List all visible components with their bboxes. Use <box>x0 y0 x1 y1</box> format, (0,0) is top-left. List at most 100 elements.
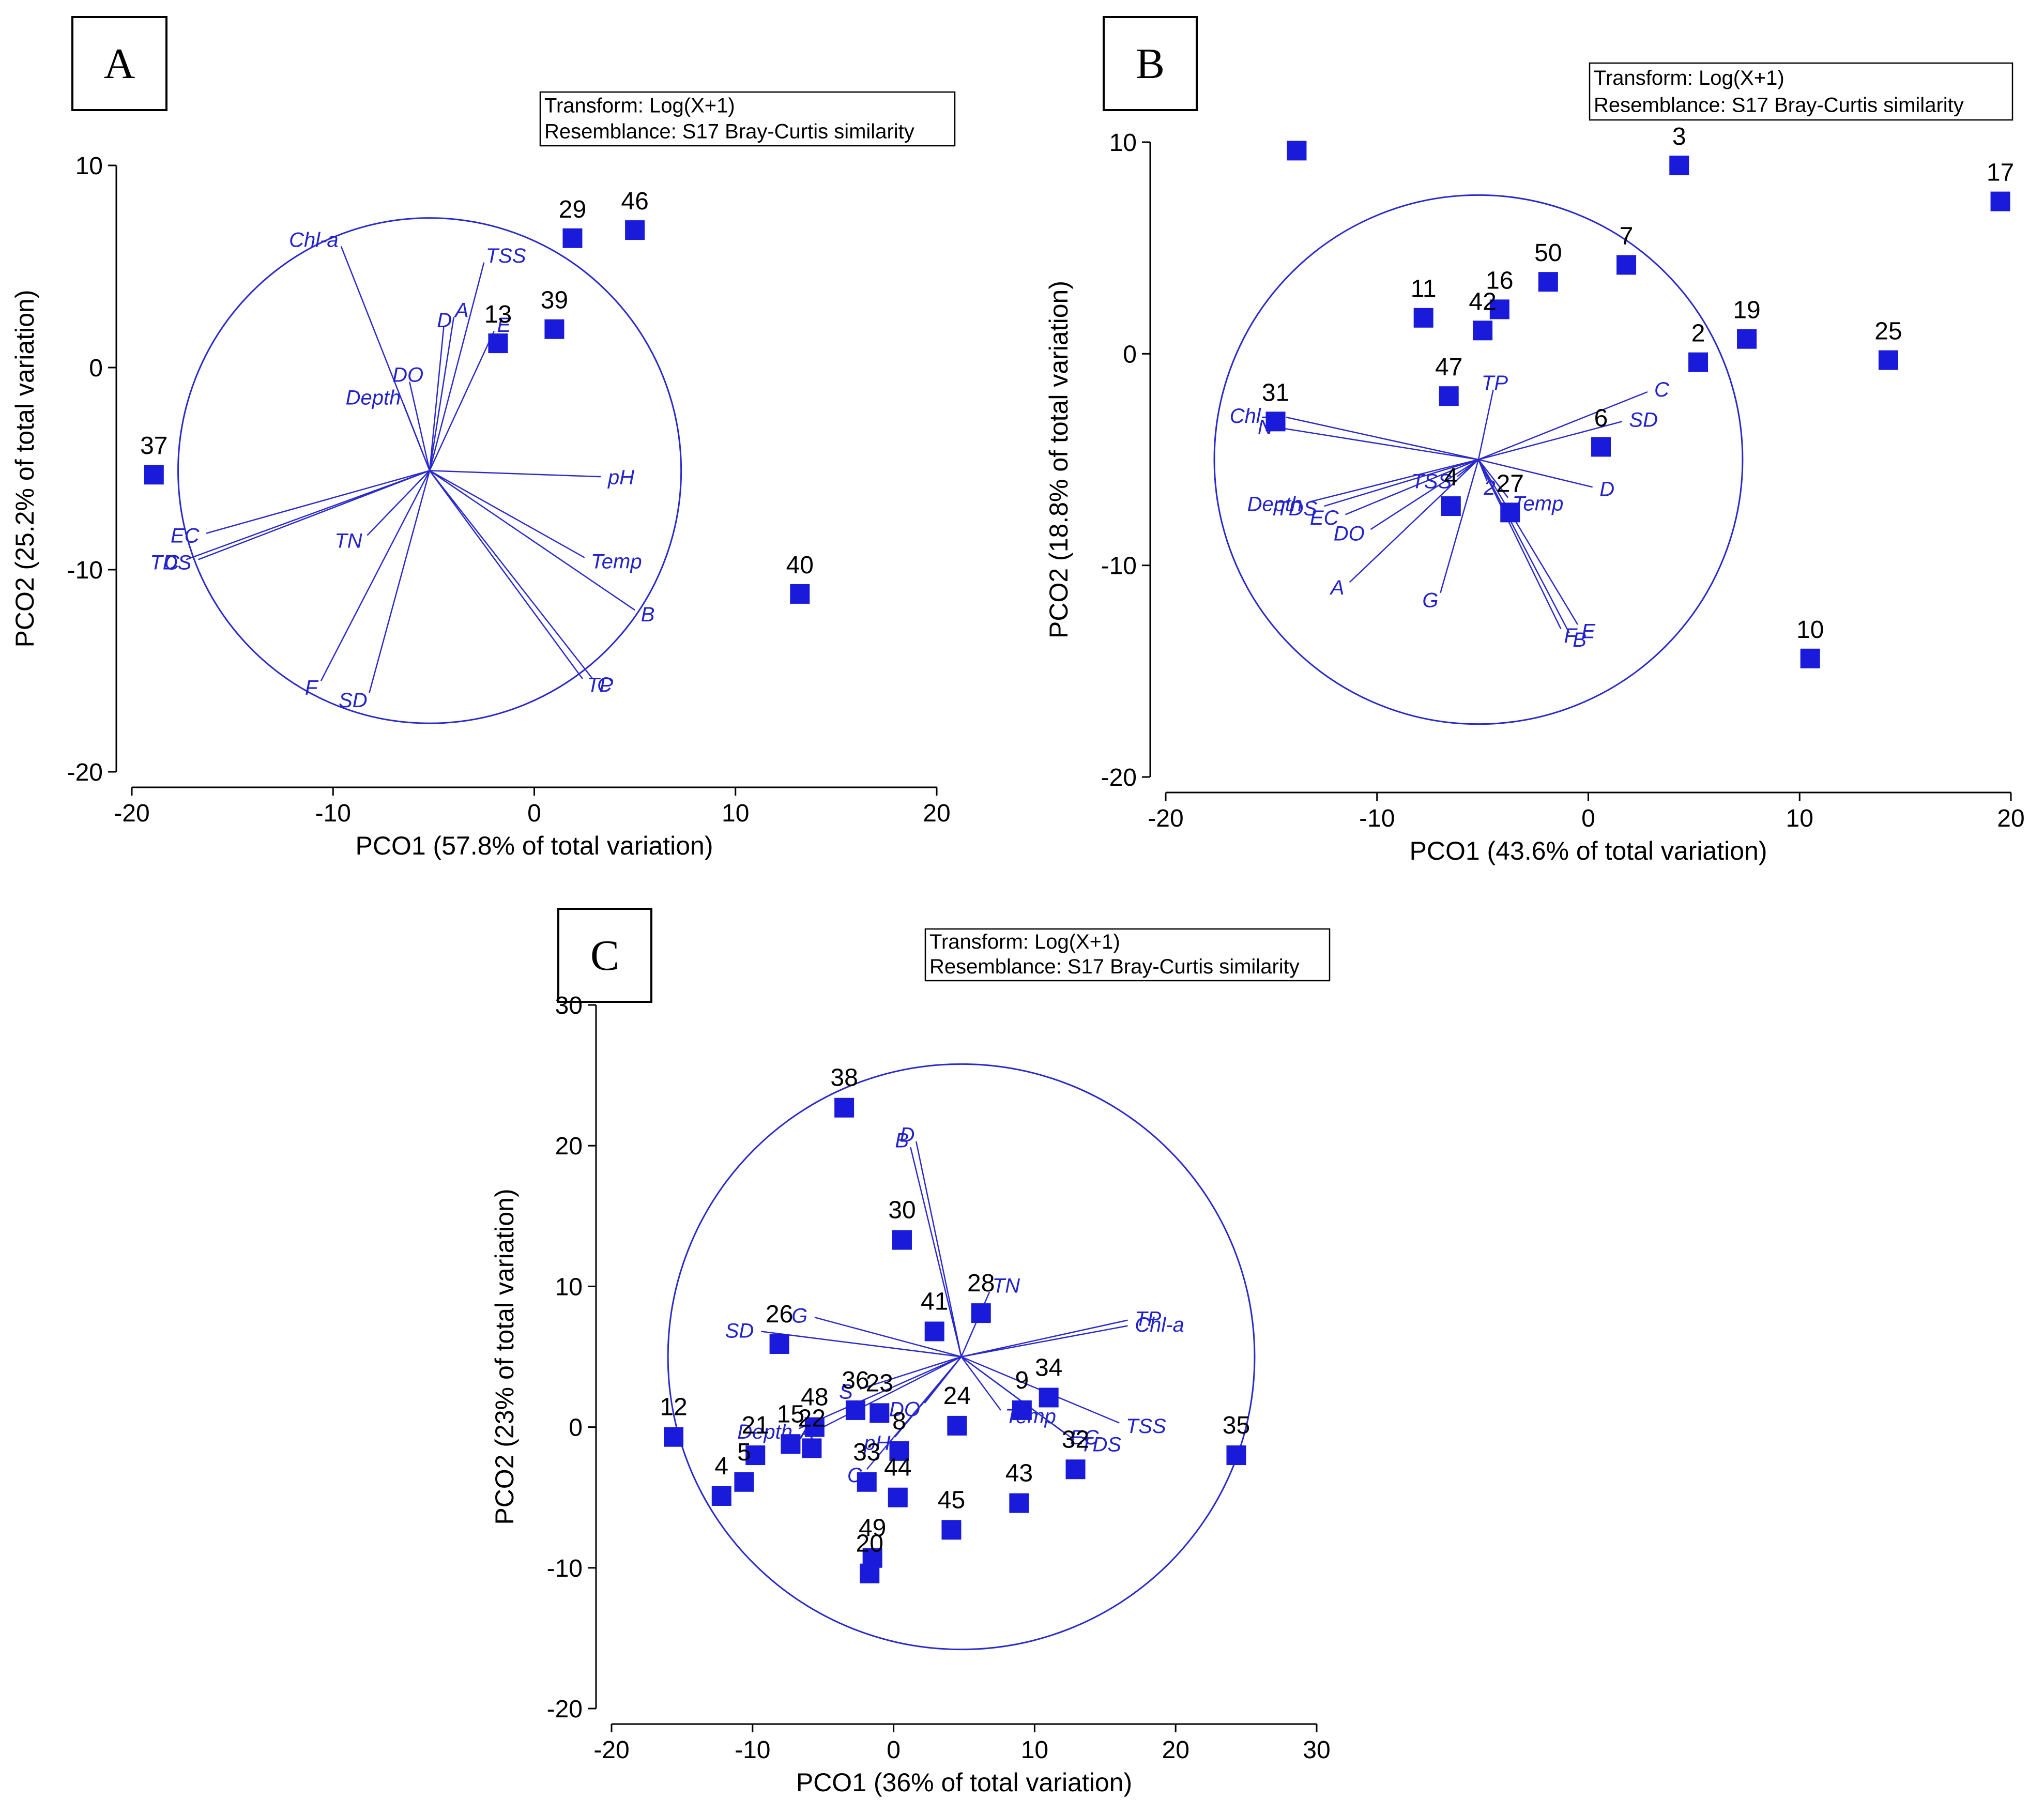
panel-b-y-tick-label: 10 <box>1109 129 1137 157</box>
panel-a-x-tick-label: 10 <box>722 800 749 827</box>
panel-c-point-label: 22 <box>798 1405 826 1432</box>
panel-a-chart: A Transform: Log(X+1) Resemblance: S17 Bra… <box>10 16 956 860</box>
panel-c-vector-label: TN <box>993 1274 1020 1297</box>
panel-c-x-tick-label: 10 <box>1021 1736 1048 1764</box>
panel-c-x-tick-label: -20 <box>593 1736 629 1764</box>
panel-b-data-point <box>1441 496 1461 516</box>
panel-b-point-label: 4 <box>1444 464 1458 491</box>
panel-a-vector-line <box>367 470 430 536</box>
panel-a-vector-line <box>206 470 430 534</box>
panel-a-vector-label: Chl-a <box>289 228 339 251</box>
panel-c-correlation-circle <box>667 1063 1256 1651</box>
panel-c-x-tick-label: 30 <box>1303 1736 1330 1764</box>
panel-b-point-label: 31 <box>1262 379 1289 406</box>
panel-c-data-point <box>860 1563 880 1583</box>
panel-c-data-point <box>802 1438 822 1458</box>
panel-c-data-point <box>870 1403 890 1423</box>
panel-c-transform-text: Transform: Log(X+1) <box>929 931 1120 953</box>
panel-c-vector-line <box>799 1356 962 1429</box>
panel-b-vector-line <box>1477 389 1494 460</box>
panel-a-letter-box <box>71 16 167 111</box>
panel-c-x-tick-label: 20 <box>1162 1736 1189 1764</box>
panel-c-vector-label: B <box>895 1129 909 1152</box>
panel-b-data-point <box>1500 502 1520 523</box>
panel-a-vector-line <box>430 470 601 478</box>
panel-c-data-point <box>971 1303 991 1323</box>
panel-b-vector-line <box>1477 459 1570 634</box>
panel-c-data-point <box>781 1434 801 1454</box>
panel-c-point-label: 30 <box>888 1197 916 1224</box>
panel-a-vector-label: DO <box>392 364 423 387</box>
panel-c-data-point <box>1012 1400 1032 1420</box>
panel-c-vector-line <box>820 1356 962 1429</box>
panel-a-correlation-circle <box>177 217 682 724</box>
panel-a-vector-line <box>320 470 431 681</box>
panel-a-vector-line <box>429 470 593 679</box>
panel-c-data-point <box>889 1441 909 1461</box>
panel-b-x-tick-label: 0 <box>1581 805 1595 832</box>
panel-a-vector-line <box>198 470 430 560</box>
panel-b-data-point <box>1287 141 1307 161</box>
panel-c-vector-line <box>910 1147 962 1357</box>
panel-a-data-point <box>562 228 583 248</box>
panel-c-data-point <box>1065 1459 1086 1480</box>
panel-c-y-tick-label: 30 <box>555 992 583 1019</box>
panel-b-vector-line <box>1477 459 1562 630</box>
panel-c-data-point <box>888 1487 908 1507</box>
panel-b-point-label: 42 <box>1469 288 1496 315</box>
panel-c-data-point <box>1009 1493 1029 1513</box>
panel-b-y-tick-label: -20 <box>1101 764 1137 791</box>
panel-c-vector-label: TSS <box>1126 1415 1166 1438</box>
panel-a-point-label: 37 <box>140 432 167 460</box>
panel-b-data-point <box>1265 411 1286 432</box>
panel-c-vector-line <box>859 1356 962 1390</box>
panel-a-data-point <box>544 319 565 339</box>
panel-b-vector-line <box>1279 427 1479 461</box>
panel-c-data-point <box>941 1520 962 1540</box>
panel-a-y-axis-label: PCO2 (25.2% of total variation) <box>10 290 39 648</box>
panel-b-x-axis-label: PCO1 (43.6% of total variation) <box>1410 836 1767 865</box>
panel-c-data-point <box>892 1230 912 1250</box>
panel-a-point-label: 29 <box>559 196 586 223</box>
panel-c-y-tick-label: 20 <box>555 1133 583 1160</box>
panel-b-data-point <box>1439 386 1459 406</box>
panel-c-point-label: 44 <box>884 1454 911 1482</box>
panel-b-correlation-circle <box>1213 194 1744 725</box>
panel-a-point-label: 13 <box>484 301 512 328</box>
panel-c-chart: C Transform: Log(X+1)Resemblance: S17 Bra… <box>490 908 1331 1797</box>
panel-c-x-tick-label: 0 <box>887 1736 901 1764</box>
panel-c-point-label: 24 <box>943 1382 971 1410</box>
panel-c-point-label: 5 <box>737 1439 751 1466</box>
panel-b-point-label: 3 <box>1672 123 1686 150</box>
panel-b-data-point <box>1688 352 1709 372</box>
panel-a-vector-label: TDS <box>150 551 191 574</box>
panel-b-vector-line <box>1478 459 1593 488</box>
panel-c-resemblance-text: Resemblance: S17 Bray-Curtis similarity <box>929 955 1300 978</box>
panel-a-point-label: 46 <box>621 188 648 215</box>
panel-a-letter: A <box>104 40 135 88</box>
panel-c-vector-line <box>960 1291 990 1357</box>
panel-c-point-label: 26 <box>766 1301 793 1328</box>
panel-b-data-point <box>1616 255 1637 275</box>
panel-b-vector-line <box>1477 459 1579 625</box>
panel-b-vector-line <box>1478 421 1623 461</box>
panel-b-point-label: 11 <box>1411 276 1437 303</box>
panel-b-vector-label: E <box>1581 620 1596 643</box>
panel-b-vector-label: C <box>1654 378 1670 401</box>
panel-c-vector-label: EC <box>1070 1426 1100 1449</box>
panel-c-vector-label: TDS <box>1080 1433 1121 1456</box>
panel-c-point-label: 32 <box>1062 1426 1089 1453</box>
panel-b-vector-label: D <box>1599 478 1614 500</box>
panel-b-x-tick-label: 20 <box>1997 805 2024 832</box>
panel-b-y-tick-label: 0 <box>1123 341 1137 368</box>
panel-a-x-tick-label: 20 <box>923 800 950 827</box>
panel-c-point-label: 43 <box>1005 1460 1033 1487</box>
panel-c-letter: C <box>590 932 619 980</box>
panel-a-data-point <box>144 465 164 485</box>
panel-b-vector-line <box>1370 459 1479 530</box>
panel-b-point-label: 50 <box>1534 239 1562 267</box>
panel-a-vector-line <box>403 403 431 471</box>
panel-b-data-point <box>1473 321 1493 341</box>
panel-b-x-tick-label: -20 <box>1148 805 1183 832</box>
panel-a-point-label: 40 <box>786 552 814 579</box>
